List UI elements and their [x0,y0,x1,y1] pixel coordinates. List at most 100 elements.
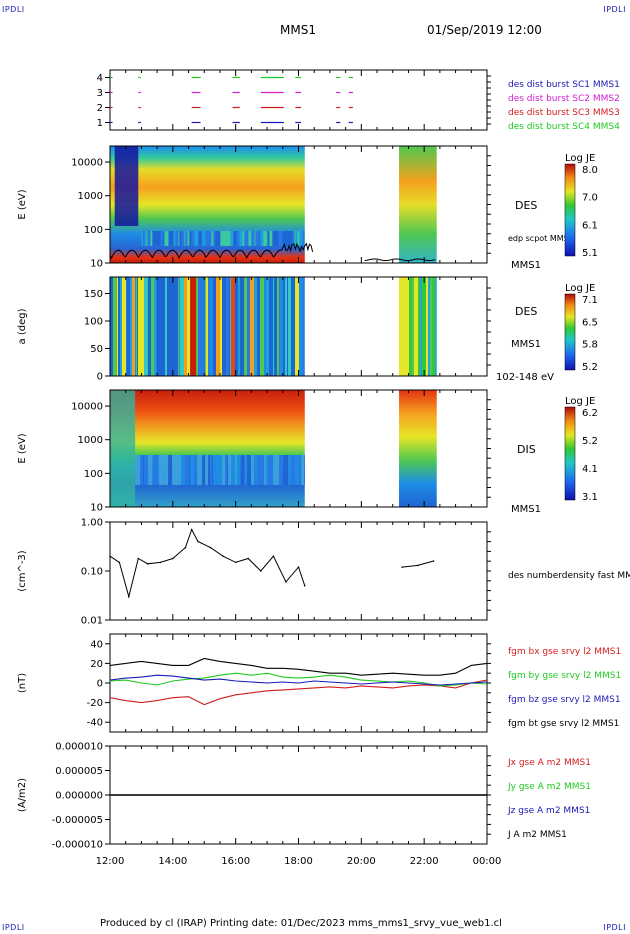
pitch-stripe [151,277,154,376]
spectrogram-stripe [290,231,293,246]
y-tick-label: 10000 [71,158,103,169]
spectrogram-stripe [149,455,153,485]
spectrogram-stripe [294,231,296,246]
energy-range-label: 102-148 eV [496,372,554,383]
pitch-stripe [254,277,257,376]
pitch-stripe [110,277,113,376]
time-tick-label: 16:00 [221,856,250,867]
spectrogram-stripe [213,455,217,485]
spectrogram-stripe [299,231,303,246]
density-point [272,555,275,558]
spectrogram-stripe [194,455,196,485]
spectrogram-stripe [169,231,174,246]
pitch-stripe [273,277,274,376]
density-point [137,557,140,560]
density-point [118,561,121,564]
y-tick-label: 0.000005 [55,766,103,777]
spectrogram-stripe [263,231,267,246]
spectrogram-stripe [233,231,237,246]
spectrogram-stripe [254,231,256,246]
pitch-stripe [250,277,254,376]
pitch-stripe [277,277,279,376]
spectrogram-stripe [185,455,190,485]
panel-magnetic-field: -40 -20 0 20 40 (nT) fgm bx gse srvy l2 MMS1 fg… [17,633,621,733]
pitch-stripe [270,277,273,376]
spectrogram-stripe [287,231,291,246]
spectrogram-stripe [269,231,273,246]
colorbar-tick-label: 4.1 [582,464,598,475]
spectrogram-stripe [209,231,212,246]
spectrogram-stripe [215,231,218,246]
spectrogram-stripe [205,231,210,246]
spectrogram-stripe [295,231,298,246]
spectrogram-stripe [220,455,223,485]
y-tick-label: 100 [84,317,103,328]
pitch-stripe [175,277,178,376]
pitch-stripe [184,277,187,376]
spectrogram-stripe [260,455,265,485]
bfield-series-line [109,672,488,687]
spectrogram-stripe [297,231,300,246]
colorbar-tick-label: 6.1 [582,220,598,231]
y-tick-label: 100 [84,225,103,236]
spectrogram-stripe [304,455,305,485]
density-point [190,528,193,531]
pitch-stripe [422,277,427,376]
time-tick-label: 14:00 [158,856,187,867]
pitch-stripe [156,277,157,376]
series-label: fgm by gse srvy l2 MMS1 [508,671,621,681]
density-point [260,570,262,572]
spectrogram-stripe [249,231,252,246]
panel-label: DIS [517,443,536,456]
overlay-label: edp scpot MMS1 [508,234,574,243]
legend-entry: des dist burst SC1 MMS1 [508,80,620,90]
density-point [146,563,149,565]
pitch-stripe [178,277,179,376]
spectrogram-stripe [239,455,241,485]
pitch-stripe [418,277,421,376]
spectrogram-stripe [272,231,277,246]
spectrogram-stripe [157,231,161,246]
spectrogram-stripe [254,455,256,485]
colorbar-tick-label: 6.5 [582,317,598,328]
y-axis-label: (A/m2) [17,778,28,812]
spectrogram-stripe [197,455,201,485]
colorbar-title: Log JE [565,153,595,164]
density-point [128,595,130,598]
spectrogram-stripe [236,455,238,485]
pitch-stripe [130,277,132,376]
spectrogram-stripe [143,455,145,485]
spectrogram-stripe [188,231,190,246]
spectrogram-stripe [178,231,180,246]
density-point [172,557,174,560]
panel-sublabel: MMS1 [511,260,541,271]
spectrogram-stripe [184,231,186,246]
spectrogram-stripe [202,455,206,485]
spectrogram-stripe [266,455,269,485]
scpot-line [364,258,436,262]
pitch-stripe [238,277,240,376]
colorbar-tick-label: 7.1 [582,295,598,306]
colorbar-tick-label: 5.2 [582,436,598,447]
spectrogram-stripe [190,455,195,485]
pitch-stripe [283,277,285,376]
spectrogram-stripe [235,455,237,485]
spectrogram-stripe [147,231,151,246]
density-point [109,555,111,558]
spectrogram-stripe [279,455,283,485]
pitch-stripe [297,277,299,376]
panel-des-pitch: 0 50 100 150 a (deg) DES MMS1 102-148 eV Log JE7… [17,276,598,383]
pitch-stripe [205,277,206,376]
density-point [209,546,212,549]
bfield-series-line [109,657,488,676]
spectrogram-stripe [137,455,141,485]
spectrogram-stripe [150,231,153,246]
pitch-stripe [399,277,402,376]
y-tick-label: 0.10 [81,567,103,578]
y-axis-label: (cm^-3) [17,550,28,591]
pitch-stripe [144,277,148,376]
spectrogram-stripe [155,231,158,246]
time-tick-label: 00:00 [473,856,502,867]
spectrogram-stripe [286,231,288,246]
panel-burst: 1 2 3 4 des dist burst SC1 MMS1 des dist burs… [97,69,620,132]
